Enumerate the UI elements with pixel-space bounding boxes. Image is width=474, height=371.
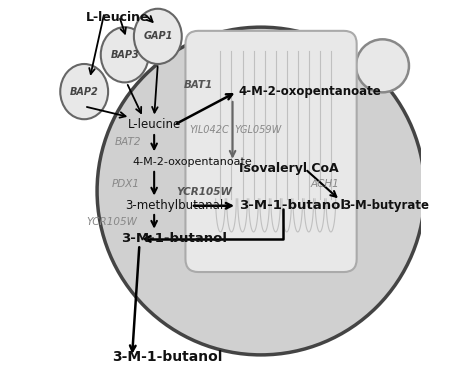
Text: BAT2: BAT2 xyxy=(115,137,141,147)
Text: YGL059W: YGL059W xyxy=(234,125,281,135)
Text: BAP3: BAP3 xyxy=(110,50,139,60)
Text: 3-M-1-butanol: 3-M-1-butanol xyxy=(112,350,222,364)
Text: YCR105W: YCR105W xyxy=(87,217,137,227)
FancyBboxPatch shape xyxy=(185,31,356,272)
Text: YCR105W: YCR105W xyxy=(176,187,232,197)
Ellipse shape xyxy=(101,27,149,82)
Text: YIL042C: YIL042C xyxy=(190,125,229,135)
Text: BAT1: BAT1 xyxy=(184,81,213,91)
Text: BAP2: BAP2 xyxy=(70,86,99,96)
Text: 3-M-1-butanol: 3-M-1-butanol xyxy=(121,232,227,245)
Circle shape xyxy=(356,39,409,92)
Text: GAP1: GAP1 xyxy=(143,32,173,42)
Text: 3-M-1-butanol: 3-M-1-butanol xyxy=(239,199,345,212)
Circle shape xyxy=(97,27,425,355)
Ellipse shape xyxy=(134,9,182,64)
Text: 4-M-2-oxopentanoate: 4-M-2-oxopentanoate xyxy=(239,85,382,98)
Ellipse shape xyxy=(60,64,108,119)
Text: 4-M-2-oxopentanoate: 4-M-2-oxopentanoate xyxy=(132,157,252,167)
Text: L-leucine: L-leucine xyxy=(128,118,181,131)
Text: 3-M-butyrate: 3-M-butyrate xyxy=(342,199,429,212)
Text: ACH1: ACH1 xyxy=(311,179,340,189)
Text: Isovaleryl CoA: Isovaleryl CoA xyxy=(239,162,338,175)
Text: PDX1: PDX1 xyxy=(111,180,139,189)
Text: 3-methylbutanal: 3-methylbutanal xyxy=(125,199,223,212)
Text: L-leucine: L-leucine xyxy=(86,11,149,24)
